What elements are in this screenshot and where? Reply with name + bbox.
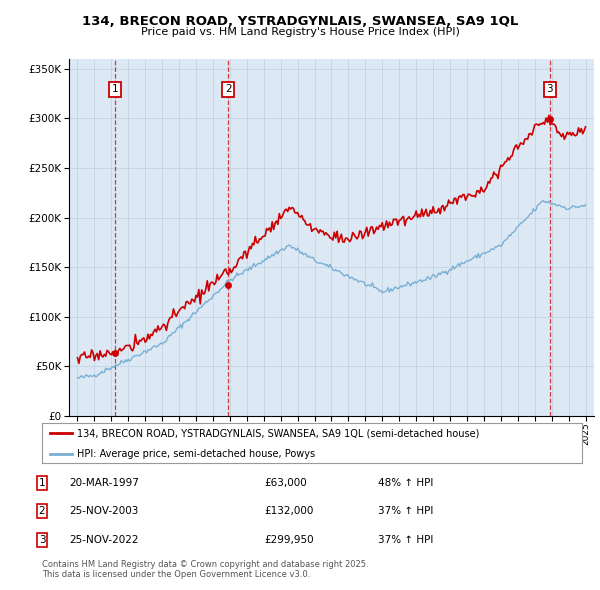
Text: £63,000: £63,000 bbox=[264, 478, 307, 488]
Text: 134, BRECON ROAD, YSTRADGYNLAIS, SWANSEA, SA9 1QL: 134, BRECON ROAD, YSTRADGYNLAIS, SWANSEA… bbox=[82, 15, 518, 28]
Text: £299,950: £299,950 bbox=[264, 535, 314, 545]
Text: 134, BRECON ROAD, YSTRADGYNLAIS, SWANSEA, SA9 1QL (semi-detached house): 134, BRECON ROAD, YSTRADGYNLAIS, SWANSEA… bbox=[77, 428, 479, 438]
Text: Contains HM Land Registry data © Crown copyright and database right 2025.
This d: Contains HM Land Registry data © Crown c… bbox=[42, 560, 368, 579]
Text: 3: 3 bbox=[547, 84, 553, 94]
Text: £132,000: £132,000 bbox=[264, 506, 313, 516]
Text: 48% ↑ HPI: 48% ↑ HPI bbox=[378, 478, 433, 488]
Text: 37% ↑ HPI: 37% ↑ HPI bbox=[378, 535, 433, 545]
Text: 2: 2 bbox=[38, 506, 46, 516]
Text: 3: 3 bbox=[38, 535, 46, 545]
Text: 20-MAR-1997: 20-MAR-1997 bbox=[69, 478, 139, 488]
Text: 2: 2 bbox=[225, 84, 232, 94]
Text: 37% ↑ HPI: 37% ↑ HPI bbox=[378, 506, 433, 516]
Text: HPI: Average price, semi-detached house, Powys: HPI: Average price, semi-detached house,… bbox=[77, 450, 315, 460]
Text: 25-NOV-2003: 25-NOV-2003 bbox=[69, 506, 139, 516]
Text: 1: 1 bbox=[112, 84, 118, 94]
Text: Price paid vs. HM Land Registry's House Price Index (HPI): Price paid vs. HM Land Registry's House … bbox=[140, 27, 460, 37]
Text: 25-NOV-2022: 25-NOV-2022 bbox=[69, 535, 139, 545]
Text: 1: 1 bbox=[38, 478, 46, 488]
